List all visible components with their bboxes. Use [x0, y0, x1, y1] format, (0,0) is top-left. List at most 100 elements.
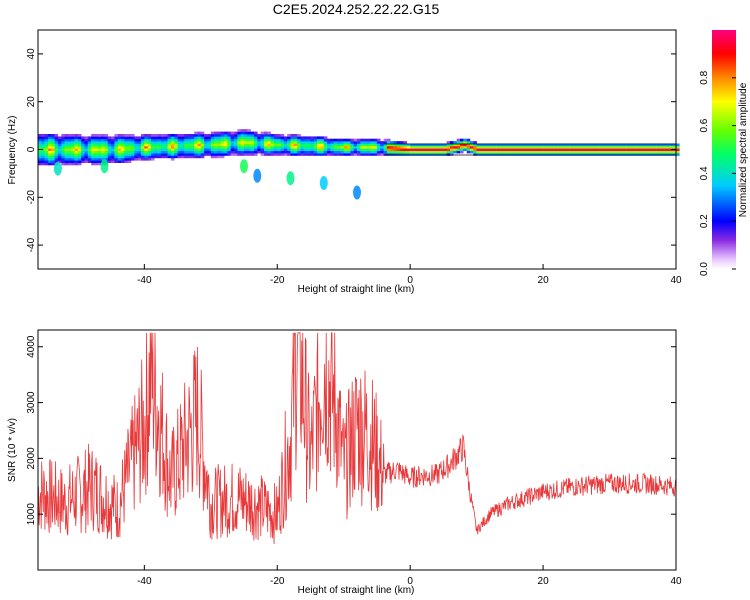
heatmap-cell	[97, 157, 102, 161]
heatmap-cell	[121, 148, 125, 151]
heatmap-cell	[337, 138, 341, 142]
heatmap-cell	[353, 138, 358, 142]
heatmap-cell	[137, 145, 142, 149]
heatmap-cell	[357, 143, 361, 147]
spectrogram-x-ticks: -40 -20 0 20 40	[137, 264, 682, 286]
heatmap-cell	[546, 148, 550, 151]
heatmap-cell	[247, 145, 251, 149]
heatmap-cell	[602, 150, 607, 154]
x-tick-label: -20	[270, 576, 285, 587]
heatmap-cell	[440, 145, 444, 149]
heatmap-cell	[669, 143, 673, 147]
heatmap-cell	[523, 145, 527, 149]
heatmap-cell	[157, 145, 162, 149]
heatmap-cell	[127, 155, 132, 159]
heatmap-cell	[406, 145, 411, 149]
heatmap-cell	[612, 153, 617, 156]
heatmap-cell	[81, 145, 85, 149]
heatmap-cell	[380, 143, 384, 147]
heatmap-cell	[493, 148, 497, 151]
heatmap-cell	[67, 160, 72, 163]
heatmap-cell	[244, 143, 248, 147]
heatmap-cell	[536, 150, 540, 154]
heatmap-cell	[612, 150, 617, 154]
heatmap-cell	[157, 141, 162, 144]
heatmap-cell	[333, 143, 338, 147]
heatmap-cell	[373, 153, 378, 156]
heatmap-cell	[656, 145, 660, 149]
heatmap-cell	[81, 157, 85, 161]
heatmap-cell	[74, 157, 79, 161]
heatmap-cell	[197, 148, 202, 151]
heatmap-cell	[479, 143, 484, 147]
heatmap-cell	[240, 136, 245, 140]
heatmap-cell	[247, 138, 251, 142]
heatmap-cell	[503, 145, 507, 149]
heatmap-cell	[260, 141, 265, 144]
heatmap-cell	[303, 148, 308, 151]
heatmap-cell	[101, 155, 105, 159]
heatmap-cell	[237, 129, 241, 132]
heatmap-cell	[559, 150, 564, 154]
heatmap-cell	[237, 138, 241, 142]
heatmap-cell	[539, 143, 544, 147]
heatmap-cell	[204, 138, 208, 142]
heatmap-cell	[283, 136, 288, 140]
heatmap-cell	[151, 155, 155, 159]
heatmap-cell	[287, 145, 291, 149]
heatmap-cell	[543, 145, 547, 149]
colorbar-scale	[712, 30, 736, 269]
heatmap-cell	[373, 143, 378, 147]
heatmap-cell	[164, 153, 168, 156]
heatmap-cell	[310, 153, 315, 156]
heatmap-cell	[360, 148, 364, 151]
heatmap-cell	[71, 155, 75, 159]
heatmap-cell	[280, 145, 285, 149]
heatmap-cell	[104, 138, 109, 142]
heatmap-cell	[280, 153, 285, 156]
heatmap-cell	[420, 153, 424, 156]
heatmap-cell	[107, 138, 112, 142]
heatmap-cell	[157, 134, 162, 137]
heatmap-cell	[619, 143, 624, 147]
heatmap-cell	[254, 143, 258, 147]
heatmap-cell	[659, 153, 663, 156]
heatmap-cell	[147, 153, 152, 156]
heatmap-cell	[101, 134, 105, 137]
heatmap-cell	[131, 157, 135, 161]
heatmap-cell	[519, 143, 524, 147]
heatmap-cell	[67, 150, 72, 154]
heatmap-cell	[529, 145, 534, 149]
heatmap-cell	[174, 145, 178, 149]
heatmap-cell	[323, 138, 328, 142]
heatmap-cell	[160, 153, 165, 156]
heatmap-cell	[420, 143, 424, 147]
heatmap-cell	[51, 157, 55, 161]
heatmap-cell	[656, 150, 660, 154]
heatmap-cell	[340, 143, 344, 147]
heatmap-cell	[64, 134, 69, 137]
heatmap-cell	[41, 150, 45, 154]
heatmap-cell	[400, 150, 404, 154]
heatmap-cell	[350, 153, 354, 156]
heatmap-cell	[357, 138, 361, 142]
heatmap-cell	[390, 143, 394, 147]
heatmap-cell	[273, 138, 278, 142]
heatmap-cell	[569, 153, 574, 156]
heatmap-cell	[227, 136, 231, 140]
heatmap-cell	[386, 141, 391, 144]
heatmap-cell	[44, 157, 49, 161]
heatmap-cell	[357, 145, 361, 149]
heatmap-cell	[546, 145, 550, 149]
heatmap-cell	[599, 143, 604, 147]
heatmap-cell	[293, 141, 298, 144]
heatmap-cell	[416, 148, 421, 151]
heatmap-cell	[307, 138, 311, 142]
snr-x-ticks: -40 -20 0 20 40	[137, 565, 682, 587]
heatmap-cell	[237, 143, 241, 147]
heatmap-cell	[416, 150, 421, 154]
heatmap-cell	[250, 143, 255, 147]
heatmap-cell	[622, 148, 627, 151]
heatmap-cell	[71, 157, 75, 161]
heatmap-cell	[573, 145, 577, 149]
